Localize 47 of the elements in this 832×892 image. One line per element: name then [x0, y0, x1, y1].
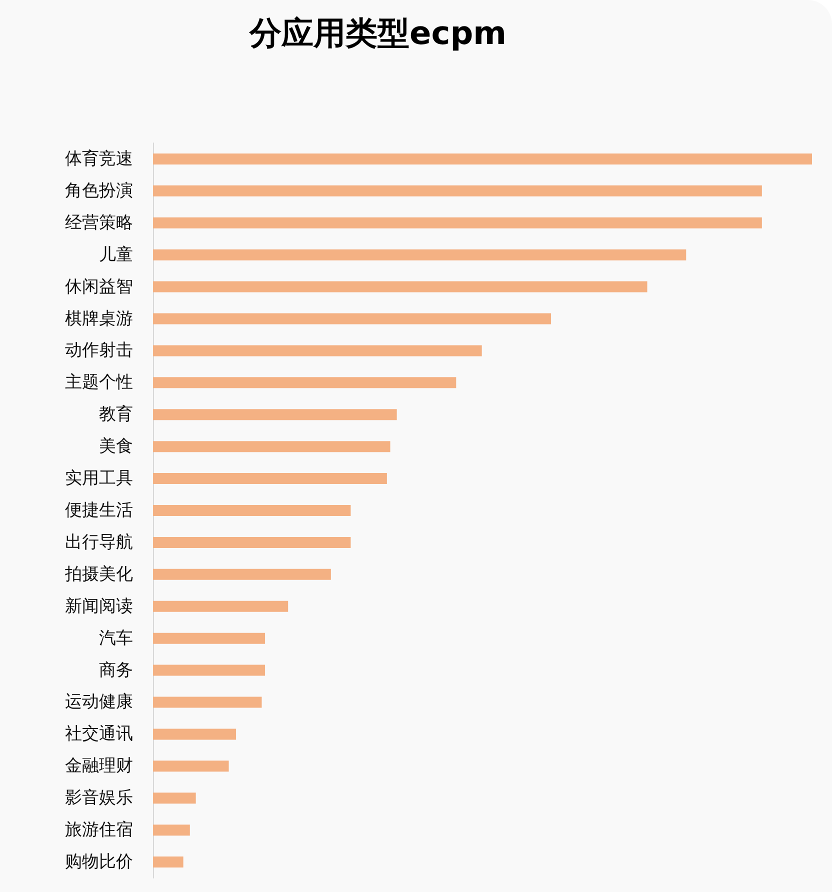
bar [153, 505, 351, 516]
y-tick-label: 棋牌桌游 [65, 308, 133, 329]
bar [153, 217, 762, 228]
y-tick-label: 休闲益智 [65, 276, 133, 297]
y-tick-label: 实用工具 [65, 468, 133, 489]
y-tick-label: 教育 [99, 404, 133, 425]
bar [153, 441, 390, 452]
bar [153, 824, 190, 836]
y-tick-label: 新闻阅读 [65, 596, 133, 616]
bar [153, 792, 196, 804]
y-tick-label: 出行导航 [65, 532, 133, 552]
chart-title: 分应用类型ecpm [248, 14, 506, 52]
y-tick-label: 金融理财 [65, 756, 133, 776]
bar [153, 760, 229, 772]
y-tick-label: 动作射击 [65, 340, 133, 361]
bar [153, 632, 266, 644]
bar [153, 377, 456, 388]
bar [153, 345, 482, 356]
y-tick-label: 拍摄美化 [64, 564, 133, 584]
y-tick-label: 便捷生活 [65, 500, 133, 520]
y-tick-label: 汽车 [99, 628, 133, 648]
bar [153, 568, 331, 580]
bar [153, 313, 552, 324]
y-tick-label: 购物比价 [65, 852, 133, 872]
bar [153, 856, 184, 868]
y-tick-label: 影音娱乐 [65, 788, 133, 808]
bar [153, 409, 397, 420]
bar [153, 185, 762, 196]
bar [153, 473, 387, 484]
y-tick-label: 体育竞速 [65, 148, 133, 169]
y-tick-label: 运动健康 [65, 692, 133, 712]
y-tick-label: 商务 [99, 660, 133, 680]
bar [153, 696, 262, 708]
y-tick-label: 经营策略 [65, 212, 133, 233]
bar [153, 153, 812, 164]
y-tick-label: 儿童 [99, 244, 133, 265]
bar [153, 249, 686, 260]
bar [153, 600, 288, 612]
bar [153, 281, 648, 292]
bar [153, 536, 351, 548]
bar [153, 664, 266, 676]
bar [153, 728, 236, 740]
y-tick-label: 社交通讯 [65, 724, 133, 744]
y-tick-label: 主题个性 [65, 372, 133, 393]
y-tick-label: 角色扮演 [65, 180, 133, 201]
y-tick-label: 旅游住宿 [65, 820, 133, 840]
y-tick-label: 美食 [99, 436, 133, 457]
